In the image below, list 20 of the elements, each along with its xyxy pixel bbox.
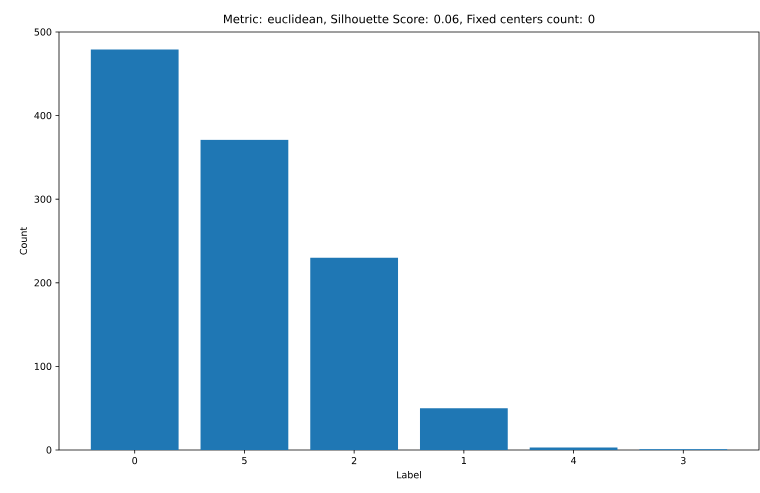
x-tick-label: 0: [132, 457, 138, 464]
bar: [310, 258, 398, 450]
y-tick-label: 300: [34, 196, 52, 203]
y-tick-label: 100: [34, 362, 52, 370]
y-axis-title: Count: [20, 227, 28, 255]
bar: [530, 447, 618, 450]
x-tick-label: 4: [571, 457, 576, 464]
bar: [200, 140, 288, 450]
x-axis-title: Label: [397, 471, 421, 478]
bar: [90, 50, 179, 450]
y-tick-label: 500: [34, 28, 52, 36]
y-tick-label: 200: [34, 279, 52, 286]
bar: [420, 408, 508, 450]
chart-title: Metric: euclidean, Silhouette Score: 0.06, Fixed centers count: 0: [224, 14, 594, 25]
x-tick-label: 3: [680, 457, 686, 464]
y-tick-label: 0: [46, 446, 52, 454]
x-tick-label: 2: [352, 457, 356, 464]
x-tick-label: 1: [462, 457, 466, 464]
x-tick-label: 5: [242, 457, 247, 464]
y-tick-label: 400: [34, 112, 52, 120]
